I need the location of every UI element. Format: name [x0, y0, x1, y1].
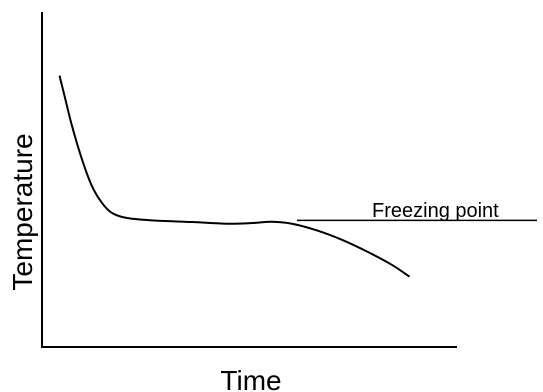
y-axis-label: Temperature [7, 133, 38, 290]
plot-area [58, 75, 537, 278]
cooling-curve-line [58, 75, 411, 278]
freezing-point-label: Freezing point [372, 200, 499, 222]
x-axis-label: Time [220, 365, 281, 392]
